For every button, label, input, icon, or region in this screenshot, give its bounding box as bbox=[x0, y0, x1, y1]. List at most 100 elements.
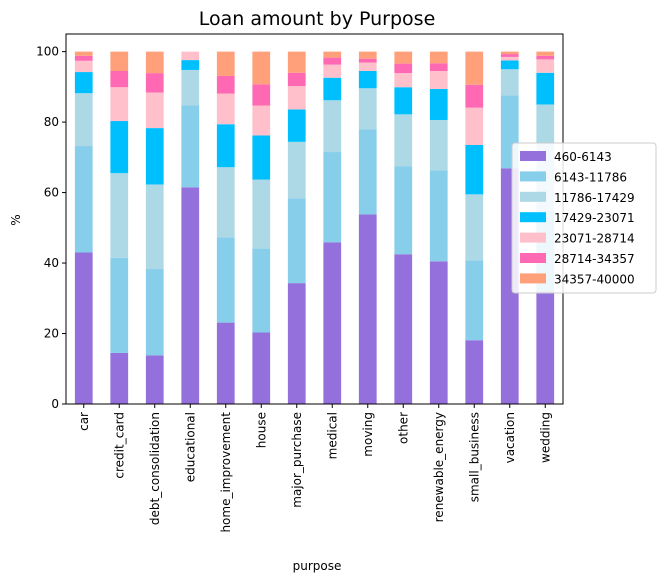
x-tick-label: debt_consolidation bbox=[148, 412, 162, 525]
bar-segment-vacation-6 bbox=[500, 51, 519, 55]
bar-segment-medical-6 bbox=[323, 51, 342, 58]
legend-swatch bbox=[520, 151, 546, 161]
bar-segment-medical-4 bbox=[323, 64, 342, 78]
y-tick-label: 20 bbox=[44, 327, 59, 341]
legend-entry-label: 23071-28714 bbox=[554, 232, 635, 246]
bar-segment-moving-6 bbox=[358, 51, 377, 59]
x-tick-label: car bbox=[77, 412, 91, 431]
legend-swatch bbox=[520, 171, 546, 182]
plot-frame bbox=[65, 33, 564, 405]
bar-segment-wedding-5 bbox=[536, 55, 555, 60]
legend-entry-label: 6143-11786 bbox=[554, 170, 627, 184]
bar-segment-other-3 bbox=[394, 87, 413, 115]
legend-entry-label: 11786-17429 bbox=[554, 191, 635, 205]
bar-segment-renewable_energy-6 bbox=[429, 51, 448, 64]
bar-segment-other-6 bbox=[394, 51, 413, 64]
y-tick-label: 80 bbox=[44, 115, 59, 129]
bar-segment-car-3 bbox=[74, 72, 93, 94]
x-tick-label: educational bbox=[183, 412, 197, 482]
legend-swatch bbox=[520, 273, 546, 284]
bar-segment-debt_consolidation-4 bbox=[145, 92, 164, 129]
bar-segment-educational-4 bbox=[181, 51, 200, 61]
y-tick-label: 60 bbox=[44, 186, 59, 200]
bar-segment-home_improvement-4 bbox=[216, 93, 235, 125]
bar-segment-house-0 bbox=[252, 332, 271, 404]
bar-segment-house-6 bbox=[252, 51, 271, 85]
bar-segment-major_purchase-3 bbox=[287, 109, 306, 142]
bar-segment-educational-0 bbox=[181, 187, 200, 404]
bar-segment-wedding-3 bbox=[536, 72, 555, 105]
bar-segment-small_business-1 bbox=[465, 260, 484, 341]
bar-segment-car-1 bbox=[74, 146, 93, 253]
bar-segment-house-4 bbox=[252, 105, 271, 136]
bar-segment-home_improvement-2 bbox=[216, 167, 235, 238]
bar-segment-major_purchase-4 bbox=[287, 86, 306, 110]
bar-segment-other-0 bbox=[394, 254, 413, 404]
bar-segment-credit_card-1 bbox=[110, 257, 129, 353]
x-tick-label: other bbox=[396, 412, 410, 444]
bar-segment-debt_consolidation-5 bbox=[145, 73, 164, 93]
bar-segment-credit_card-2 bbox=[110, 173, 129, 258]
bar-segment-wedding-0 bbox=[536, 291, 555, 404]
bar-segment-other-5 bbox=[394, 63, 413, 74]
bar-segment-house-3 bbox=[252, 135, 271, 180]
bar-segment-car-6 bbox=[74, 51, 93, 56]
x-axis-label: purpose bbox=[293, 559, 342, 573]
bar-segment-moving-5 bbox=[358, 58, 377, 63]
bar-segment-home_improvement-0 bbox=[216, 322, 235, 404]
bar-segment-car-5 bbox=[74, 55, 93, 61]
bar-segment-car-4 bbox=[74, 60, 93, 73]
bar-segment-vacation-2 bbox=[500, 69, 519, 96]
bar-segment-debt_consolidation-6 bbox=[145, 51, 164, 74]
bar-segment-credit_card-5 bbox=[110, 71, 129, 88]
bar-segment-medical-3 bbox=[323, 77, 342, 101]
legend-swatch bbox=[520, 253, 546, 263]
bar-segment-educational-3 bbox=[181, 60, 200, 70]
legend-entry-label: 28714-34357 bbox=[554, 252, 635, 266]
bar-segment-vacation-4 bbox=[500, 56, 519, 61]
bar-segment-major_purchase-5 bbox=[287, 72, 306, 87]
x-tick-label: house bbox=[254, 412, 268, 448]
bar-segment-medical-5 bbox=[323, 57, 342, 65]
legend: 460-6143 6143-11786 11786-17429 17429-23071… bbox=[511, 142, 657, 294]
y-tick-label: 0 bbox=[51, 397, 59, 411]
bar-segment-other-4 bbox=[394, 73, 413, 88]
bar-segment-small_business-4 bbox=[465, 107, 484, 145]
bar-segment-medical-0 bbox=[323, 242, 342, 404]
legend-swatch bbox=[520, 191, 546, 202]
bar-segment-debt_consolidation-2 bbox=[145, 184, 164, 270]
bar-segment-vacation-5 bbox=[500, 54, 519, 57]
legend-box bbox=[511, 142, 657, 294]
bar-segment-educational-2 bbox=[181, 69, 200, 106]
x-tick-label: home_improvement bbox=[219, 412, 233, 533]
bar-segment-home_improvement-3 bbox=[216, 124, 235, 168]
bar-segment-home_improvement-5 bbox=[216, 75, 235, 94]
bar-segment-moving-3 bbox=[358, 71, 377, 89]
bar-segment-renewable_energy-4 bbox=[429, 71, 448, 89]
bar-segment-moving-1 bbox=[358, 129, 377, 215]
bar-segment-renewable_energy-3 bbox=[429, 88, 448, 120]
x-tick-label: major_purchase bbox=[290, 412, 304, 508]
bar-segment-major_purchase-2 bbox=[287, 141, 306, 199]
bar-segment-house-2 bbox=[252, 179, 271, 249]
x-tick-label: renewable_energy bbox=[432, 412, 446, 522]
bar-segment-home_improvement-1 bbox=[216, 237, 235, 323]
bar-segment-credit_card-3 bbox=[110, 121, 129, 174]
bar-segment-credit_card-6 bbox=[110, 51, 129, 71]
bar-segment-medical-1 bbox=[323, 152, 342, 243]
bar-segment-other-1 bbox=[394, 166, 413, 255]
legend-swatch bbox=[520, 212, 546, 223]
x-tick-label: small_business bbox=[467, 412, 481, 502]
legend-entry-label: 460-6143 bbox=[554, 150, 612, 164]
bar-segment-credit_card-4 bbox=[110, 87, 129, 122]
bar-segment-debt_consolidation-1 bbox=[145, 269, 164, 356]
bar-segment-house-5 bbox=[252, 84, 271, 106]
bar-segment-renewable_energy-1 bbox=[429, 170, 448, 262]
bar-segment-educational-1 bbox=[181, 105, 200, 188]
x-tick-label: vacation bbox=[503, 412, 517, 463]
bar-segment-car-0 bbox=[74, 252, 93, 404]
bar-segment-small_business-3 bbox=[465, 145, 484, 195]
bar-segment-major_purchase-0 bbox=[287, 283, 306, 404]
axes-group: 0 20 40 60 80 100 car credit_card debt_consolida… bbox=[36, 33, 564, 533]
x-tick-label: medical bbox=[325, 412, 339, 459]
